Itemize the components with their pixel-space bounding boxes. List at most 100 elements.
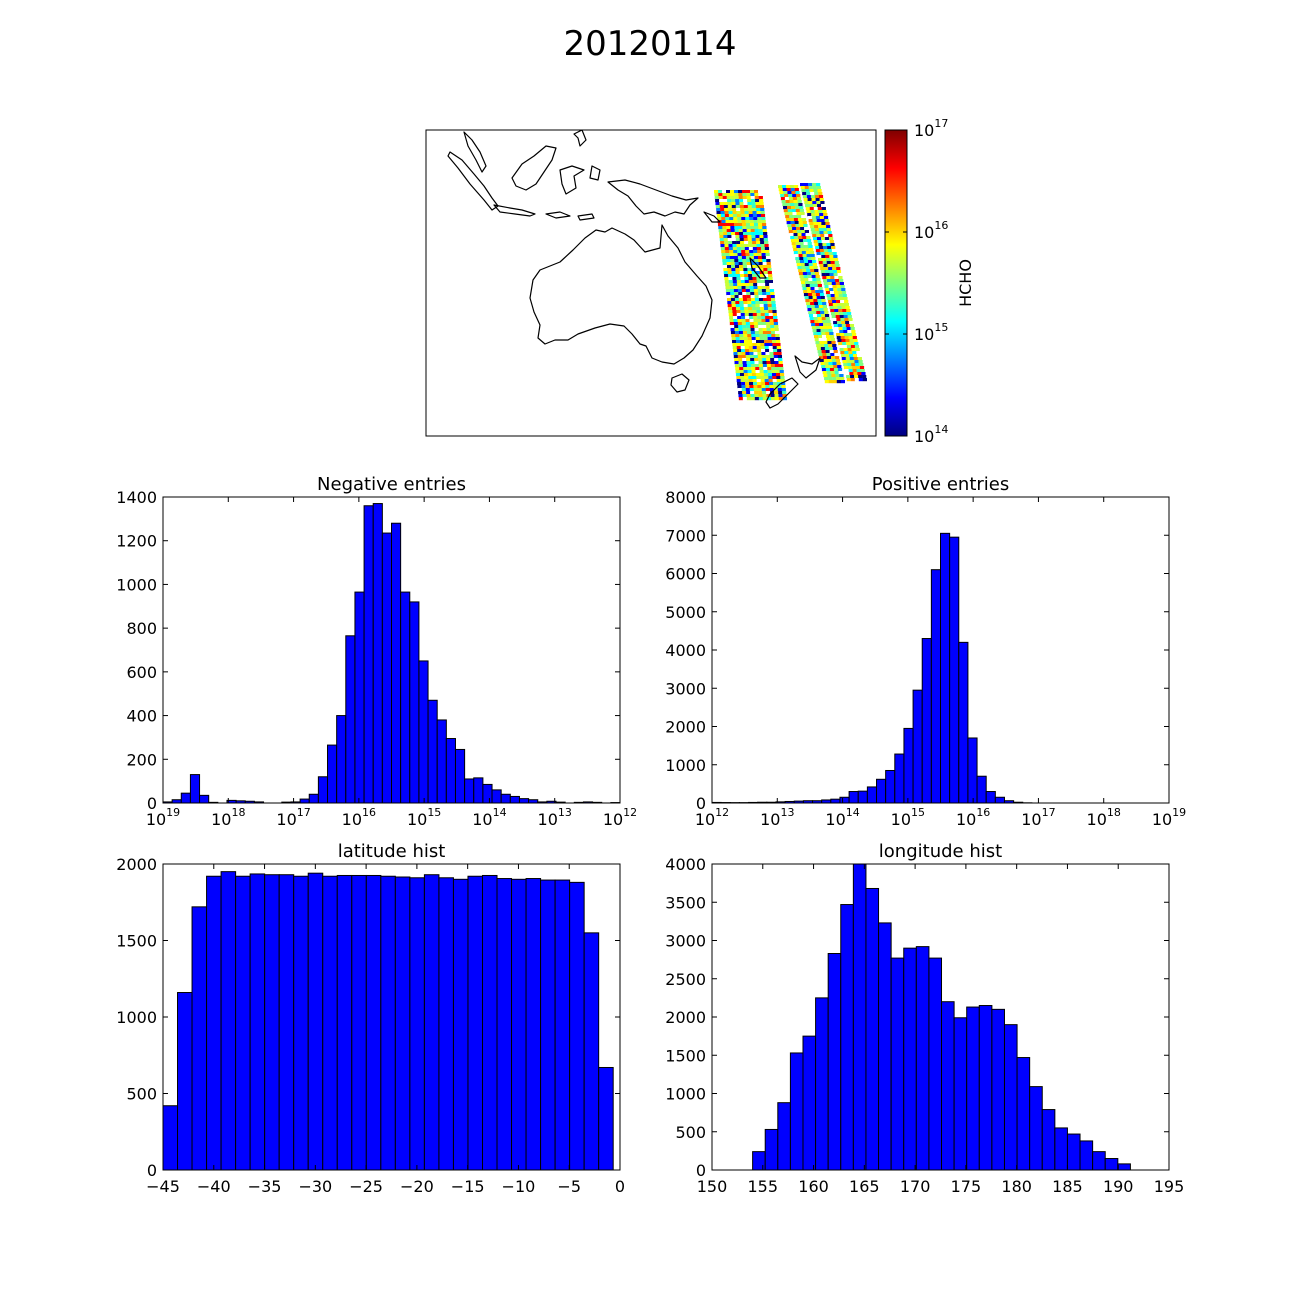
histogram-bar	[958, 641, 969, 804]
histogram-bar	[491, 789, 502, 804]
swath-3	[800, 183, 867, 382]
x-tick-label: 1014	[472, 806, 506, 829]
y-tick-label: 6000	[665, 565, 706, 584]
histogram-bar	[423, 874, 440, 1171]
histogram-bar	[857, 790, 868, 804]
histogram-bar	[777, 1102, 791, 1171]
histogram-bar	[438, 877, 454, 1171]
x-tick-label: 150	[697, 1177, 728, 1196]
x-tick-label: 155	[748, 1177, 779, 1196]
histogram-bar	[293, 875, 309, 1171]
histogram-bar	[511, 878, 527, 1171]
y-tick-label: 1500	[116, 932, 157, 951]
histogram-bar	[976, 775, 987, 804]
histogram-bar	[827, 953, 842, 1171]
x-tick-label: 185	[1052, 1177, 1083, 1196]
histogram-bar	[249, 873, 266, 1171]
histogram-bar	[509, 795, 520, 804]
coastlines	[447, 130, 821, 409]
y-tick-label: 2000	[665, 718, 706, 737]
histogram-bar	[930, 569, 941, 804]
colorbar-tick-label: 1015	[914, 321, 948, 344]
histogram-bar	[1029, 1086, 1043, 1171]
histogram-bar	[191, 906, 208, 1171]
x-tick-label: −15	[451, 1177, 485, 1196]
histogram-bar	[915, 946, 930, 1171]
chart-title: Negative entries	[317, 474, 466, 495]
histogram-bar	[336, 715, 347, 804]
histogram-bar	[180, 792, 191, 804]
x-tick-label: −40	[197, 1177, 231, 1196]
histogram-bar	[1054, 1127, 1068, 1171]
histogram-bar	[949, 536, 960, 804]
histogram-bar	[978, 1005, 993, 1171]
x-tick-label: 1013	[538, 806, 572, 829]
histogram-bar	[351, 874, 367, 1171]
x-tick-label: 1012	[695, 806, 729, 829]
histogram-bar	[418, 660, 429, 804]
histogram-bar	[921, 638, 932, 804]
y-tick-label: 1500	[665, 1046, 706, 1065]
y-tick-label: 8000	[665, 488, 706, 507]
histogram-bar	[264, 874, 280, 1171]
swath-1	[714, 190, 788, 401]
histogram-bar	[278, 874, 295, 1171]
y-tick-label: 7000	[665, 526, 706, 545]
histogram-bar	[409, 601, 420, 804]
negative-entries-histogram: Negative entries 0 200 400 600 800 1000 1200 140…	[116, 474, 637, 829]
histogram-bar	[394, 876, 411, 1171]
y-tick-label: 500	[126, 1085, 157, 1104]
x-tick-label: 195	[1154, 1177, 1185, 1196]
x-tick-label: 160	[798, 1177, 829, 1196]
colorbar-gradient	[884, 129, 908, 437]
latitude-histogram: latitude hist 0 500 1000 1500 2000 −45 −40 −35 −3…	[116, 841, 625, 1196]
x-tick-label: 1016	[956, 806, 990, 829]
x-tick-label: −20	[400, 1177, 434, 1196]
histogram-bar	[365, 874, 382, 1171]
colorbar-tick-label: 1016	[914, 219, 948, 242]
histogram-bar	[452, 878, 469, 1171]
chart-title: longitude hist	[879, 841, 1002, 862]
histogram-bar	[380, 875, 396, 1171]
y-tick-label: 0	[147, 794, 157, 813]
histogram-bar	[299, 798, 310, 804]
histogram-bar	[199, 794, 210, 804]
y-tick-label: 3000	[665, 679, 706, 698]
figure-title: 20120114	[563, 24, 736, 64]
map-panel: 1017 1016 1015 1014 HCHO	[425, 117, 975, 446]
x-tick-label: 1018	[211, 806, 245, 829]
histogram-bar	[464, 778, 475, 804]
hcho-swaths	[714, 183, 867, 401]
histogram-bar	[354, 591, 365, 804]
y-tick-label: 1000	[116, 1008, 157, 1027]
histogram-bar	[467, 875, 483, 1171]
x-tick-label: 1019	[1152, 806, 1186, 829]
y-tick-label: 200	[126, 750, 157, 769]
axes-frame	[162, 496, 621, 804]
histogram-bar	[345, 635, 356, 804]
histogram-bar	[482, 783, 493, 804]
histogram-bar	[177, 992, 193, 1171]
histogram-bar	[409, 877, 425, 1171]
histogram-bar	[473, 777, 484, 804]
histogram-bar	[322, 875, 338, 1171]
histogram-bar	[525, 878, 542, 1171]
chart-title: latitude hist	[338, 841, 446, 862]
histogram-bar	[569, 881, 585, 1171]
histogram-bar	[985, 791, 996, 804]
histogram-bar	[381, 532, 392, 804]
histogram-bar	[427, 699, 438, 804]
histogram-bar	[903, 727, 914, 804]
histogram-bar	[912, 689, 923, 804]
x-tick-label: 0	[615, 1177, 625, 1196]
x-tick-label: −35	[248, 1177, 282, 1196]
histogram-bar	[1092, 1151, 1106, 1171]
histogram-bar	[363, 505, 374, 804]
histogram-bar	[400, 591, 411, 804]
x-tick-label: −45	[146, 1177, 180, 1196]
histogram-bar	[876, 778, 887, 804]
histogram-bar	[235, 875, 251, 1171]
x-tick-label: 180	[1001, 1177, 1032, 1196]
swath-2	[778, 185, 845, 384]
histogram-bar	[830, 798, 841, 804]
